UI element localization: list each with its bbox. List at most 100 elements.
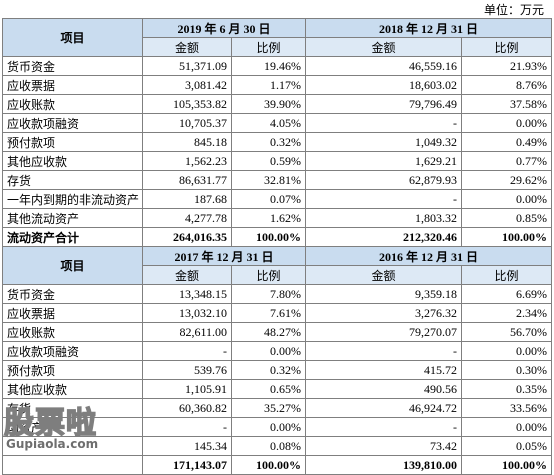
table-row: 其他流动资产 4,277.78 1.62% 1,803.32 0.85% <box>2 208 553 228</box>
ratio-cell: 0.35% <box>461 379 553 399</box>
ratio-cell: 0.00% <box>230 417 307 437</box>
row-label: 预付款项 <box>2 360 143 380</box>
amount-cell: 79,270.07 <box>305 322 463 342</box>
table-body: 项目 2019 年 6 月 30 日 2018 年 12 月 31 日金额 比例 金额比… <box>2 18 553 475</box>
ratio-cell: 0.49% <box>461 132 553 152</box>
table-row: 应收款项融资 -0.00% -0.00% <box>2 341 553 361</box>
amount-header: 金额 <box>142 265 232 285</box>
total-row: 流动资产合计 264,016.35 100.00% 212,320.46 100.00% <box>2 227 553 247</box>
amount-cell: 187.68 <box>142 189 232 209</box>
amount-cell: 415.72 <box>305 360 463 380</box>
amount-cell: 3,276.32 <box>305 303 463 323</box>
ratio-cell: 56.70% <box>461 322 553 342</box>
table-row: 存货 60,360.82 35.27% 46,924.72 33.56% <box>2 398 553 418</box>
ratio-cell: 19.46% <box>230 56 307 76</box>
ratio-cell: 0.85% <box>461 208 553 228</box>
table-row: 应收票据 3,081.42 1.17% 18,603.02 8.76% <box>2 75 553 95</box>
ratio-cell: 33.56% <box>461 398 553 418</box>
ratio-cell: 21.93% <box>461 56 553 76</box>
amount-cell: 1,803.32 <box>305 208 463 228</box>
ratio-cell: 32.81% <box>230 170 307 190</box>
amount-header: 金额 <box>305 37 463 57</box>
amount-cell: 9,359.18 <box>305 284 463 304</box>
amount-cell: 86,631.77 <box>142 170 232 190</box>
total-amount: 171,143.07 <box>142 455 232 475</box>
ratio-cell: 48.27% <box>230 322 307 342</box>
ratio-cell: 0.65% <box>230 379 307 399</box>
table-row: 预付款项 539.76 0.32% 415.72 0.30% <box>2 360 553 380</box>
amount-cell: 1,105.91 <box>142 379 232 399</box>
ratio-cell: 1.17% <box>230 75 307 95</box>
row-label: 应收款项融资 <box>2 113 143 133</box>
ratio-cell: 8.76% <box>461 75 553 95</box>
ratio-cell: 35.27% <box>230 398 307 418</box>
row-label: 其他流动资产 <box>2 208 143 228</box>
amount-cell: 13,032.10 <box>142 303 232 323</box>
row-label: 货币资金 <box>2 56 143 76</box>
amount-cell: 10,705.37 <box>142 113 232 133</box>
period-header-row: 项目 2019 年 6 月 30 日 2018 年 12 月 31 日 <box>2 18 553 57</box>
amount-header: 金额 <box>305 265 463 285</box>
amount-cell: 62,879.93 <box>305 170 463 190</box>
ratio-cell: 0.59% <box>230 151 307 171</box>
period-a-header: 2017 年 12 月 31 日 <box>141 246 307 266</box>
amount-cell: 60,360.82 <box>142 398 232 418</box>
amount-cell: 145.34 <box>142 436 232 456</box>
row-label: 应收款项融资 <box>2 341 143 361</box>
ratio-cell: 0.00% <box>461 113 553 133</box>
amount-cell: - <box>305 189 463 209</box>
row-label: 存货 <box>2 398 143 418</box>
amount-cell: 105,353.82 <box>142 94 232 114</box>
amount-cell: 46,559.16 <box>305 56 463 76</box>
item-column-header: 项目 <box>2 18 143 57</box>
table-row: 145.34 0.08% 73.42 0.05% <box>2 436 553 456</box>
table-row: 预付款项 845.18 0.32% 1,049.32 0.49% <box>2 132 553 152</box>
ratio-header: 比例 <box>230 265 307 285</box>
row-label: 应收票据 <box>2 75 143 95</box>
column-header-row: 金额 比例 金额 比例 <box>3 37 553 57</box>
amount-cell: 13,348.15 <box>142 284 232 304</box>
ratio-cell: 1.62% <box>230 208 307 228</box>
table-row: 动资产 -0.00% -0.00% <box>2 417 553 437</box>
amount-cell: - <box>142 341 232 361</box>
table-row: 应收款项融资 10,705.37 4.05% -0.00% <box>2 113 553 133</box>
ratio-cell: 0.00% <box>230 341 307 361</box>
row-label <box>2 436 143 456</box>
ratio-cell: 0.77% <box>461 151 553 171</box>
total-amount: 264,016.35 <box>142 227 232 247</box>
ratio-cell: 0.07% <box>230 189 307 209</box>
ratio-cell: 0.30% <box>461 360 553 380</box>
total-ratio: 100.00% <box>230 227 307 247</box>
ratio-cell: 2.34% <box>461 303 553 323</box>
ratio-cell: 4.05% <box>230 113 307 133</box>
row-label: 应收账款 <box>2 94 143 114</box>
amount-cell: - <box>305 341 463 361</box>
row-label: 其他应收款 <box>2 151 143 171</box>
ratio-cell: 0.08% <box>230 436 307 456</box>
ratio-header: 比例 <box>230 37 307 57</box>
amount-cell: - <box>305 417 463 437</box>
table-row: 一年内到期的非流动资产 187.68 0.07% -0.00% <box>2 189 553 209</box>
row-label: 存货 <box>2 170 143 190</box>
amount-cell: 73.42 <box>305 436 463 456</box>
row-label: 预付款项 <box>2 132 143 152</box>
ratio-header: 比例 <box>461 265 553 285</box>
total-row: 171,143.07 100.00% 139,810.00 100.00% <box>2 455 553 475</box>
row-label: 动资产 <box>2 417 143 437</box>
period-b-header: 2018 年 12 月 31 日 <box>305 18 553 38</box>
table-row: 应收账款 105,353.82 39.90% 79,796.49 37.58% <box>2 94 553 114</box>
ratio-cell: 39.90% <box>230 94 307 114</box>
period-header-row: 项目 2017 年 12 月 31 日 2016 年 12 月 31 日 <box>2 246 553 285</box>
amount-cell: 1,049.32 <box>305 132 463 152</box>
unit-label: 单位：万元 <box>483 3 544 17</box>
table-row: 其他应收款 1,105.91 0.65% 490.56 0.35% <box>2 379 553 399</box>
period-a-header: 2019 年 6 月 30 日 <box>141 18 307 38</box>
amount-cell: 1,629.21 <box>305 151 463 171</box>
table-row: 货币资金 13,348.15 7.80% 9,359.18 6.69% <box>2 284 553 304</box>
table-row: 应收票据 13,032.10 7.61% 3,276.32 2.34% <box>2 303 553 323</box>
table-row: 货币资金 51,371.09 19.46% 46,559.16 21.93% <box>2 56 553 76</box>
total-label <box>2 455 143 475</box>
ratio-cell: 7.61% <box>230 303 307 323</box>
ratio-cell: 0.00% <box>461 189 553 209</box>
amount-cell: 18,603.02 <box>305 75 463 95</box>
